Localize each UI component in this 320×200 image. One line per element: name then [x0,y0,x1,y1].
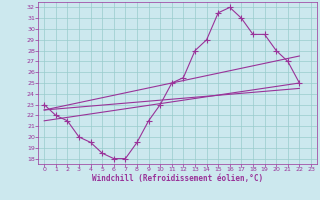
X-axis label: Windchill (Refroidissement éolien,°C): Windchill (Refroidissement éolien,°C) [92,174,263,183]
